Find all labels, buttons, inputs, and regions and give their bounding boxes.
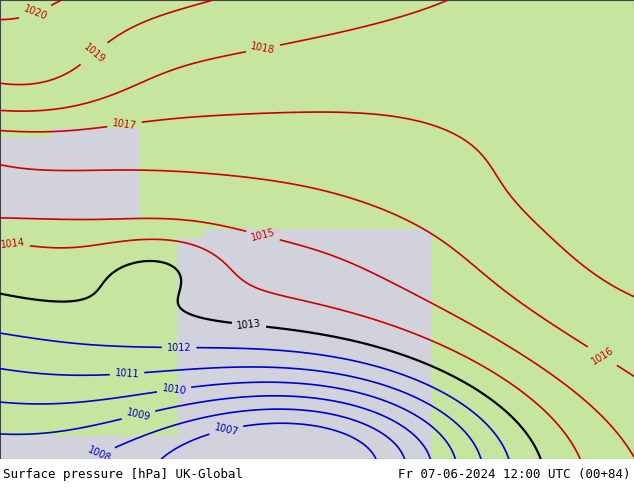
Text: 1018: 1018 bbox=[250, 41, 276, 56]
Text: Surface pressure [hPa] UK-Global: Surface pressure [hPa] UK-Global bbox=[3, 468, 243, 481]
Text: 1010: 1010 bbox=[161, 383, 187, 396]
Text: 1012: 1012 bbox=[167, 343, 191, 353]
Text: 1013: 1013 bbox=[236, 318, 262, 331]
Text: 1019: 1019 bbox=[81, 42, 107, 65]
Text: 1014: 1014 bbox=[0, 238, 25, 250]
Text: 1011: 1011 bbox=[115, 368, 139, 379]
Text: 1017: 1017 bbox=[112, 118, 138, 131]
Text: 1007: 1007 bbox=[213, 422, 239, 437]
Text: Fr 07-06-2024 12:00 UTC (00+84): Fr 07-06-2024 12:00 UTC (00+84) bbox=[398, 468, 631, 481]
Text: 1020: 1020 bbox=[22, 3, 49, 22]
Text: 1009: 1009 bbox=[126, 407, 152, 423]
Text: 1016: 1016 bbox=[590, 345, 616, 367]
Text: 1008: 1008 bbox=[86, 445, 112, 465]
Text: 1015: 1015 bbox=[250, 228, 276, 244]
